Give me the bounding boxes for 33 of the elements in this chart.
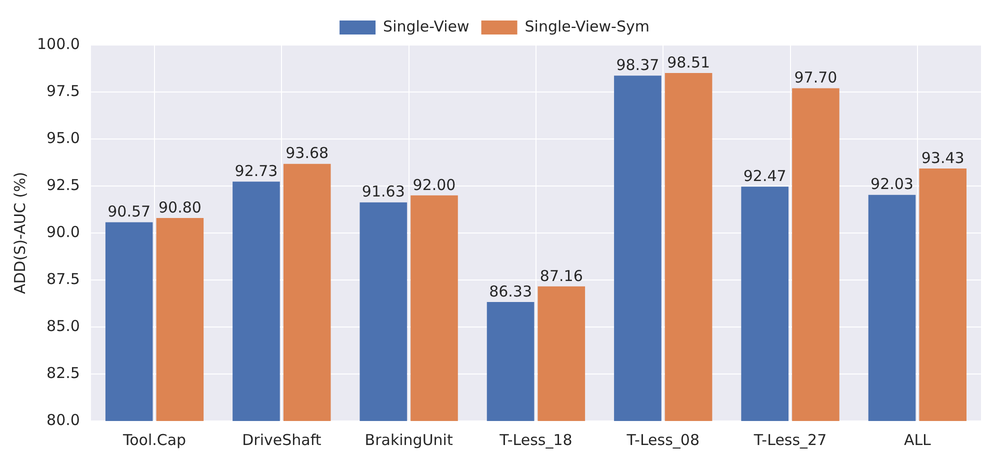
data-label: 87.16 — [540, 266, 583, 285]
legend-label: Single-View — [383, 17, 470, 36]
data-label: 90.80 — [158, 198, 202, 216]
x-tick-label: DriveShaft — [242, 430, 322, 449]
x-tick-label: T-Less_08 — [626, 430, 700, 449]
data-label: 92.73 — [234, 162, 278, 180]
y-tick-label: 85.0 — [46, 316, 80, 335]
y-axis-title: ADD(S)-AUC (%) — [10, 172, 29, 294]
data-label: 90.57 — [108, 202, 151, 221]
y-tick-label: 90.0 — [46, 222, 80, 241]
data-label: 98.37 — [616, 56, 660, 74]
y-tick-label: 80.0 — [46, 410, 80, 429]
x-tick-label: T-Less_27 — [752, 430, 827, 449]
y-tick-label: 92.5 — [46, 176, 80, 194]
data-label: 92.47 — [743, 166, 786, 185]
data-label: 92.03 — [870, 175, 914, 194]
x-tick-label: Tool.Cap — [122, 430, 186, 449]
y-tick-label: 97.5 — [46, 82, 80, 100]
data-label: 86.33 — [489, 282, 532, 300]
data-label: 93.68 — [286, 144, 329, 162]
x-tick-label: BrakingUnit — [364, 430, 453, 449]
data-label: 93.43 — [921, 148, 964, 167]
x-tick-label: T-Less_18 — [498, 430, 572, 449]
data-label: 98.51 — [667, 53, 710, 72]
y-tick-label: 82.5 — [46, 364, 80, 382]
data-label: 97.70 — [794, 68, 838, 87]
data-label: 91.63 — [362, 182, 405, 201]
data-label: 92.00 — [412, 176, 456, 194]
y-tick-label: 87.5 — [46, 270, 80, 288]
y-tick-label: 100.0 — [36, 34, 80, 53]
x-tick-label: ALL — [904, 430, 932, 449]
y-tick-label: 95.0 — [46, 128, 80, 147]
legend-label: Single-View-Sym — [524, 17, 650, 36]
